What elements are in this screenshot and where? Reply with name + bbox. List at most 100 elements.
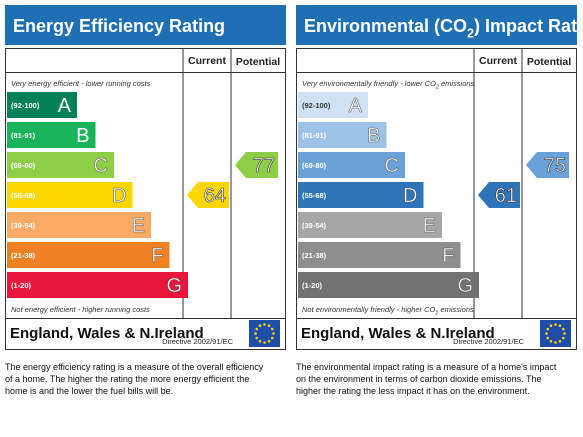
band-range: (81-91) (11, 131, 36, 140)
bottom-note-part: 2 (434, 310, 438, 316)
eu-star (255, 327, 259, 331)
eu-star (561, 336, 565, 340)
eu-star (267, 324, 271, 328)
title-bar (5, 5, 286, 45)
rating-panel: Environmental (CO2) Impact RatingCurrent… (296, 5, 583, 396)
eu-star (270, 336, 274, 340)
region: England, Wales & N.Ireland (10, 325, 204, 342)
directive: Directive 2002/91/EC (162, 337, 233, 346)
current-rating-value: 64 (204, 185, 226, 207)
top-note: Very energy efficient - lower running co… (11, 79, 151, 88)
eu-star (554, 341, 557, 344)
current-rating-value: 61 (495, 185, 517, 207)
band-bar (298, 152, 405, 178)
potential-rating-value: 75 (544, 155, 566, 177)
band-letter: E (132, 215, 145, 237)
frame (5, 48, 286, 350)
band-letter: F (151, 245, 163, 267)
band-letter: C (385, 155, 399, 177)
band-range: (81-91) (302, 131, 327, 140)
top-note-part: Very energy efficient - lower running co… (11, 79, 151, 88)
eu-star (258, 339, 262, 343)
band-range: (69-80) (11, 161, 36, 170)
band-bar (7, 122, 96, 148)
eu-star (549, 324, 553, 328)
band-range: (1-20) (302, 281, 323, 290)
band-letter: B (367, 125, 380, 147)
top-note-part: Very environmentally friendly - lower CO (302, 79, 436, 88)
column-header: Current (479, 55, 517, 67)
description: of a home. The higher the rating the mor… (5, 374, 249, 384)
bottom-note-part: Not environmentally friendly - higher CO (302, 305, 436, 314)
band-letter: G (166, 275, 182, 297)
band-letter: F (442, 245, 454, 267)
region: England, Wales & N.Ireland (301, 325, 495, 342)
band-bar (7, 152, 114, 178)
column-header: Potential (236, 56, 280, 68)
eu-star (546, 327, 550, 331)
eu-star (545, 332, 548, 335)
bottom-note-part: emissions (438, 305, 474, 314)
top-note-part: emissions (439, 79, 475, 88)
band-bar (298, 272, 479, 298)
panel-title-part: ) Impact Rating (474, 16, 583, 36)
band-bar (298, 92, 368, 118)
band-letter: A (58, 95, 72, 117)
band-range: (21-38) (11, 251, 36, 260)
eu-star (558, 339, 562, 343)
band-range: (92-100) (302, 101, 331, 110)
band-bar (298, 182, 424, 208)
band-range: (69-80) (302, 161, 327, 170)
eu-star (267, 339, 271, 343)
band-range: (1-20) (11, 281, 32, 290)
eu-star (546, 336, 550, 340)
band-letter: E (423, 215, 436, 237)
top-note: Very environmentally friendly - lower CO… (302, 79, 475, 90)
column-header: Current (188, 55, 226, 67)
band-letter: D (403, 185, 417, 207)
panel-title: Environmental (CO2) Impact Rating (304, 16, 583, 40)
eu-star (255, 336, 259, 340)
band-range: (39-54) (302, 221, 327, 230)
panel-title: Energy Efficiency Rating (13, 16, 225, 36)
current-rating (478, 182, 520, 208)
band-bar (298, 242, 461, 268)
band-bar (7, 242, 170, 268)
potential-rating (235, 152, 278, 178)
eu-star (270, 327, 274, 331)
eu-star (554, 323, 557, 326)
eu-star (254, 332, 257, 335)
eu-star (561, 327, 565, 331)
eu-star (563, 332, 566, 335)
bottom-note: Not energy efficient - higher running co… (11, 305, 150, 314)
panel-title-part: Environmental (CO (304, 16, 467, 36)
band-range: (55-68) (302, 191, 327, 200)
band-bar (298, 212, 442, 238)
bottom-note-part: Not energy efficient - higher running co… (11, 305, 150, 314)
potential-rating (526, 152, 569, 178)
eu-star (258, 324, 262, 328)
band-range: (92-100) (11, 101, 40, 110)
column-header: Potential (527, 56, 571, 68)
directive: Directive 2002/91/EC (453, 337, 524, 346)
band-bar (7, 272, 188, 298)
band-bar (7, 92, 77, 118)
top-note-part: 2 (435, 84, 439, 90)
band-letter: D (112, 185, 126, 207)
description: higher the rating the less impact it has… (296, 386, 530, 396)
description: home is and the lower the fuel bills wil… (5, 386, 173, 396)
band-range: (55-68) (11, 191, 36, 200)
band-letter: C (94, 155, 108, 177)
band-letter: G (457, 275, 473, 297)
eu-star (263, 323, 266, 326)
current-rating (187, 182, 229, 208)
band-range: (21-38) (302, 251, 327, 260)
panel-title-part: Energy Efficiency Rating (13, 16, 225, 36)
potential-rating-value: 77 (253, 155, 275, 177)
eu-star (272, 332, 275, 335)
band-letter: A (349, 95, 363, 117)
description: The environmental impact rating is a mea… (296, 362, 557, 372)
panel-title-part: 2 (467, 26, 474, 40)
